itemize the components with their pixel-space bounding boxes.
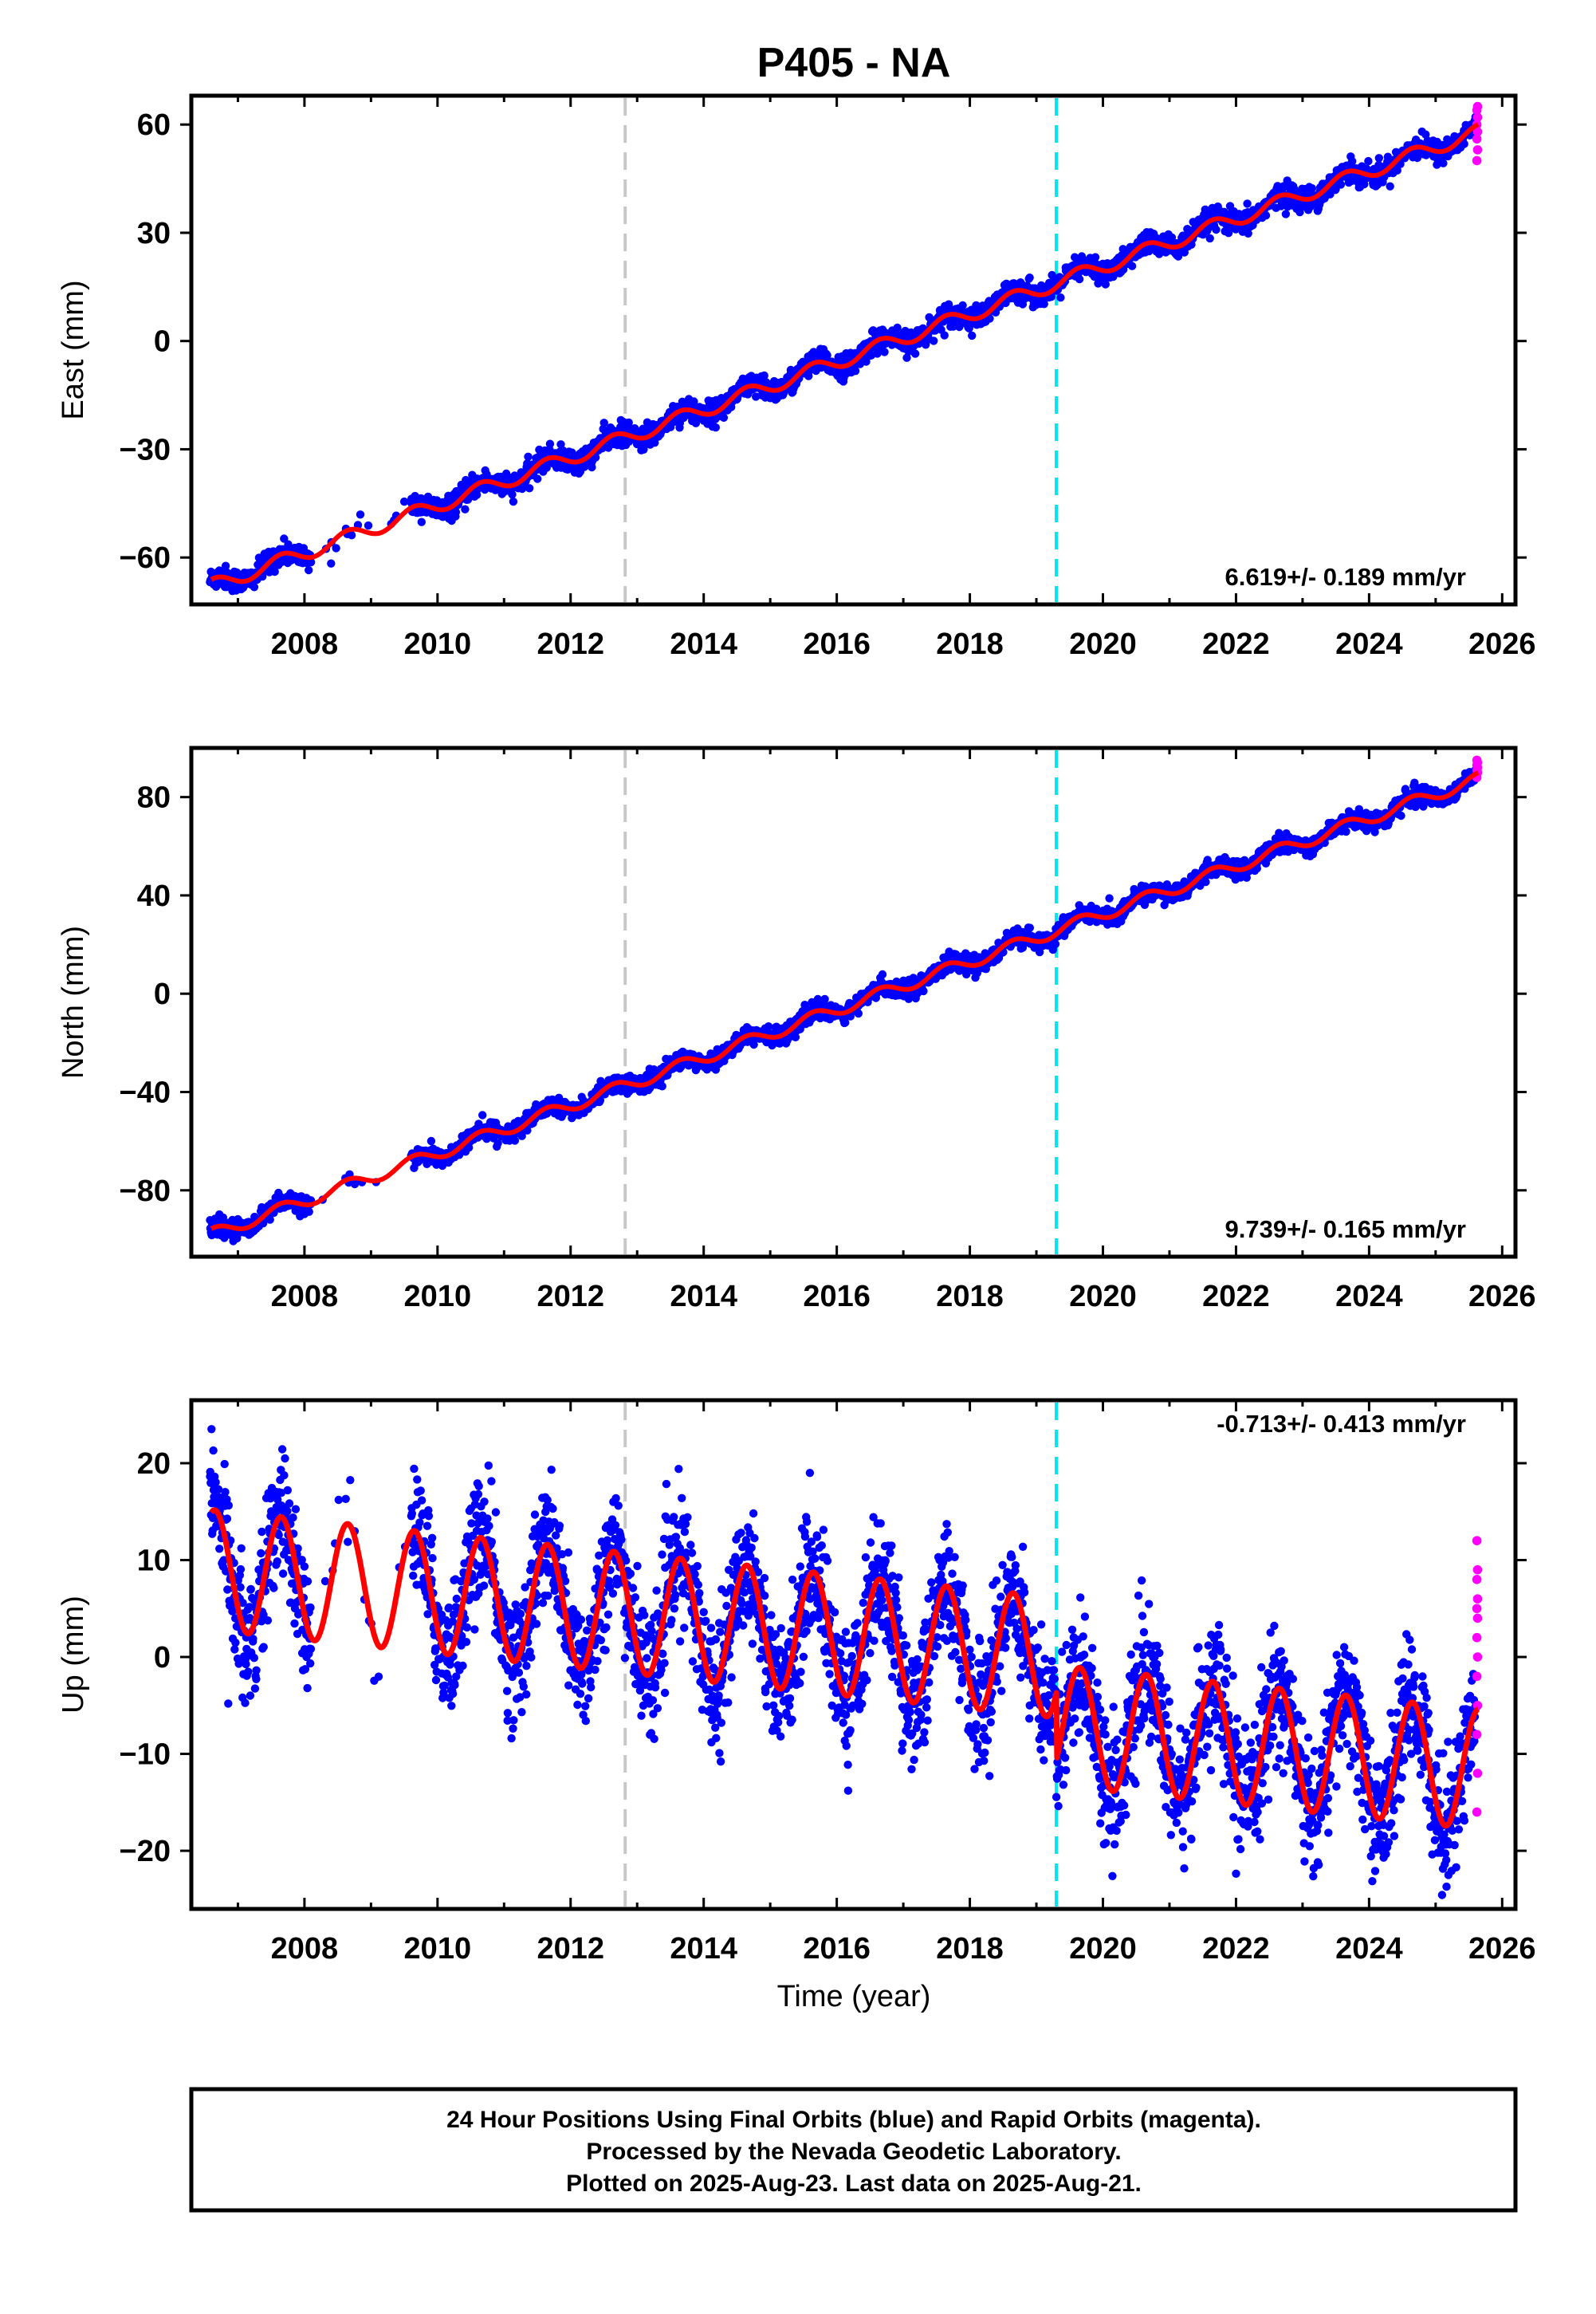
velocity-label: 6.619+/- 0.189 mm/yr <box>1225 563 1466 591</box>
x-tick-label: 2020 <box>1069 1280 1137 1313</box>
final-orbit-point <box>1307 184 1317 193</box>
final-orbit-point <box>305 1207 313 1216</box>
final-orbit-point <box>461 505 470 514</box>
final-orbit-point <box>1342 827 1350 836</box>
final-orbit-point <box>711 423 720 432</box>
y-tick-label: 80 <box>137 781 171 815</box>
x-tick-label: 2010 <box>404 628 472 661</box>
north-panel: 2008 2010 2012 2014 2016 2018 2020 2022 2024 2026… <box>57 746 1536 1313</box>
final-orbit-point <box>1336 180 1346 189</box>
final-orbit-point <box>658 1082 666 1091</box>
final-orbit-point <box>478 1111 487 1120</box>
final-orbit-point <box>332 544 340 553</box>
rapid-orbit-point <box>1472 101 1483 112</box>
final-orbit-point <box>451 508 461 517</box>
final-orbit-point <box>510 1136 520 1145</box>
final-orbit-point <box>525 484 534 493</box>
final-orbit-point <box>1127 262 1137 270</box>
x-tick-label: 2012 <box>537 1280 604 1313</box>
final-orbit-point <box>306 557 316 567</box>
final-orbit-point <box>1439 159 1448 167</box>
y-tick-label: 0 <box>154 325 171 359</box>
final-orbit-point <box>1261 211 1271 220</box>
y-tick-label: −80 <box>120 1175 171 1208</box>
x-tick-label: 2008 <box>271 1280 339 1313</box>
final-orbit-point <box>1025 923 1035 932</box>
final-orbit-point <box>250 583 259 592</box>
y-tick-label: 60 <box>137 108 171 142</box>
x-tick-label: 2026 <box>1468 1280 1536 1313</box>
final-orbit-point <box>509 497 518 506</box>
final-orbit-point <box>270 567 279 577</box>
x-tick-label: 2010 <box>404 1280 472 1313</box>
y-tick-label: −60 <box>120 541 171 575</box>
final-orbit-point <box>1075 274 1084 284</box>
final-orbit-point <box>1386 182 1394 191</box>
final-orbit-point <box>427 1136 436 1146</box>
final-orbit-point <box>880 348 889 356</box>
y-axis-label: North (mm) <box>57 926 90 1079</box>
final-orbit-point <box>1212 225 1221 234</box>
x-tick-label: 2016 <box>803 628 871 661</box>
rapid-orbit-point <box>1472 155 1482 166</box>
final-orbit-point <box>1205 234 1214 243</box>
final-orbit-point <box>1025 274 1034 282</box>
x-tick-label: 2012 <box>537 628 604 661</box>
final-orbit-point <box>280 534 289 543</box>
final-orbit-point <box>1281 210 1291 218</box>
final-orbit-point <box>1051 939 1060 949</box>
rapid-orbit-point <box>1472 145 1483 155</box>
y-axis-label: East (mm) <box>57 280 90 419</box>
y-tick-label: 30 <box>137 217 171 250</box>
final-orbit-point <box>364 521 373 530</box>
final-orbit-point <box>1056 293 1065 302</box>
chart-title: P405 - NA <box>757 40 951 86</box>
final-orbit-point <box>940 331 949 340</box>
final-orbit-point <box>1374 154 1384 163</box>
final-orbit-point <box>327 559 336 568</box>
final-orbit-point <box>764 1022 773 1031</box>
x-tick-label: 2020 <box>1069 628 1137 661</box>
final-orbit-point <box>347 531 356 540</box>
x-tick-label: 2018 <box>936 628 1004 661</box>
final-orbit-point <box>968 331 977 340</box>
x-tick-label: 2024 <box>1335 628 1403 661</box>
x-tick-label: 2016 <box>803 1280 871 1313</box>
y-tick-label: 0 <box>154 978 171 1011</box>
x-tick-label: 2014 <box>670 628 737 661</box>
x-tick-label: 2022 <box>1202 1280 1270 1313</box>
final-orbit-point <box>305 565 313 575</box>
final-orbit-point <box>719 413 729 422</box>
final-orbit-point <box>1105 894 1114 903</box>
x-tick-label: 2022 <box>1202 628 1270 661</box>
final-orbit-point <box>930 336 938 345</box>
final-orbit-point <box>524 452 533 461</box>
final-orbit-point <box>820 994 829 1004</box>
x-tick-label: 2026 <box>1468 628 1536 661</box>
final-orbit-point <box>399 497 409 506</box>
final-orbit-point <box>910 349 920 358</box>
final-orbit-point <box>878 970 887 979</box>
final-orbit-point <box>1364 156 1373 166</box>
x-tick-label: 2008 <box>271 628 339 661</box>
final-orbit-point <box>545 439 555 448</box>
x-tick-label: 2024 <box>1335 1280 1403 1313</box>
x-tick-label: 2014 <box>670 1280 737 1313</box>
y-tick-label: 40 <box>137 880 171 913</box>
y-tick-label: −30 <box>120 433 171 466</box>
final-orbit-point <box>356 510 365 519</box>
final-orbit-point <box>221 561 230 570</box>
y-tick-label: −40 <box>120 1076 171 1109</box>
final-orbit-point <box>417 518 426 526</box>
final-orbit-point <box>533 474 542 483</box>
final-orbit-point <box>1243 199 1252 208</box>
final-orbit-point <box>854 1009 863 1018</box>
final-orbit-point <box>919 986 928 996</box>
final-orbit-point <box>1091 253 1100 262</box>
x-tick-label: 2018 <box>936 1280 1004 1313</box>
east-panel: 2008 2010 2012 2014 2016 2018 2020 2022 2024 2026… <box>57 93 1536 661</box>
